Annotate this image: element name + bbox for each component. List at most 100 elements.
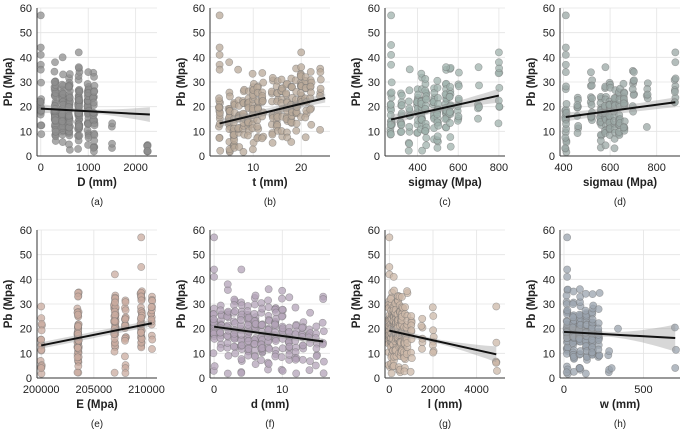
x-tick-label: 800 [648,162,666,174]
data-point [278,294,286,303]
data-point [287,138,296,146]
data-point [418,146,427,155]
data-point [387,369,396,378]
data-point [385,263,394,271]
data-point [148,345,156,353]
data-point [50,78,59,86]
data-point [581,369,590,378]
y-tick-label: 40 [20,52,32,64]
data-point [405,122,414,131]
data-point [494,119,503,128]
data-point [75,131,84,140]
data-point [264,296,273,305]
data-point [74,310,82,319]
y-tick-label: 10 [543,348,555,360]
data-point [404,146,413,155]
data-point [418,314,427,323]
x-tick-label: 20 [295,162,307,174]
regression-line [390,94,500,121]
data-point [628,85,637,94]
regression-line [565,101,676,119]
data-point [610,144,619,153]
data-point [301,133,310,142]
panel-label: (h) [614,419,626,430]
data-point [253,122,262,131]
panel-3: 0 10 20 30 40 50 60 400 600 800 Pb (Mpa) sigmay (Mp… [351,3,508,208]
data-point [225,58,234,67]
data-point [445,93,454,101]
data-point [561,144,570,153]
data-point [387,60,396,69]
data-point [223,280,232,289]
data-point [37,364,46,373]
data-point [210,265,218,274]
data-point [387,11,396,20]
data-point [387,88,396,97]
data-point [223,369,232,378]
data-point [386,111,395,119]
data-point [306,105,315,114]
x-tick-label: 1000 [76,162,100,174]
data-point [298,323,307,332]
data-point [671,58,680,67]
regression-line [219,97,326,125]
data-point [433,83,442,92]
data-point [643,90,652,99]
x-axis-label: sigmau (Mpa) [583,177,657,189]
confidence-band [389,325,497,363]
y-axis-label: Pb (Mpa) [3,58,15,107]
data-point [251,352,259,361]
y-tick-label: 0 [374,151,380,163]
data-point [248,145,257,154]
x-tick-label: 400 [408,162,426,174]
data-point [244,344,253,353]
data-point [405,65,414,74]
x-tick-label: 800 [490,162,508,174]
data-point [671,88,679,96]
data-point [37,335,46,344]
data-point [446,107,454,116]
data-point [278,305,287,314]
data-point [74,63,83,72]
data-point [121,315,130,324]
data-point [442,63,450,72]
data-point [58,80,67,89]
data-point [596,136,605,145]
y-tick-label: 0 [549,373,555,385]
data-point [121,352,129,361]
data-point [403,287,411,296]
data-point [36,97,45,106]
data-point [65,70,74,78]
data-point [90,72,98,81]
y-tick-label: 0 [549,151,555,163]
y-tick-label: 0 [26,373,32,385]
x-axis-label: E (Mpa) [76,399,118,411]
x-tick-label: 600 [449,162,467,174]
data-point [562,82,570,91]
data-point [307,88,315,97]
data-point [387,50,396,59]
data-point [581,306,590,315]
panel-1: 0 10 20 30 40 50 60 0 1000 2000 Pb (Mpa) D (mm) (a) [3,3,157,208]
panel-label: (d) [614,197,626,208]
data-point [306,357,314,366]
data-point [74,48,83,57]
y-tick-label: 50 [193,250,205,262]
x-tick-label: 10 [276,384,288,396]
data-point [406,367,415,376]
data-point [454,94,463,103]
data-point [277,75,286,84]
data-point [561,133,570,142]
data-point [417,321,426,330]
data-point [264,359,273,368]
x-tick-label: 0 [211,384,217,396]
data-point [319,369,328,378]
y-tick-label: 60 [368,3,380,15]
data-point [455,68,463,77]
data-point [421,127,430,136]
data-point [259,78,268,87]
y-tick-label: 50 [368,28,380,40]
y-tick-label: 20 [543,102,555,114]
data-point [110,270,119,279]
data-point [397,101,406,110]
